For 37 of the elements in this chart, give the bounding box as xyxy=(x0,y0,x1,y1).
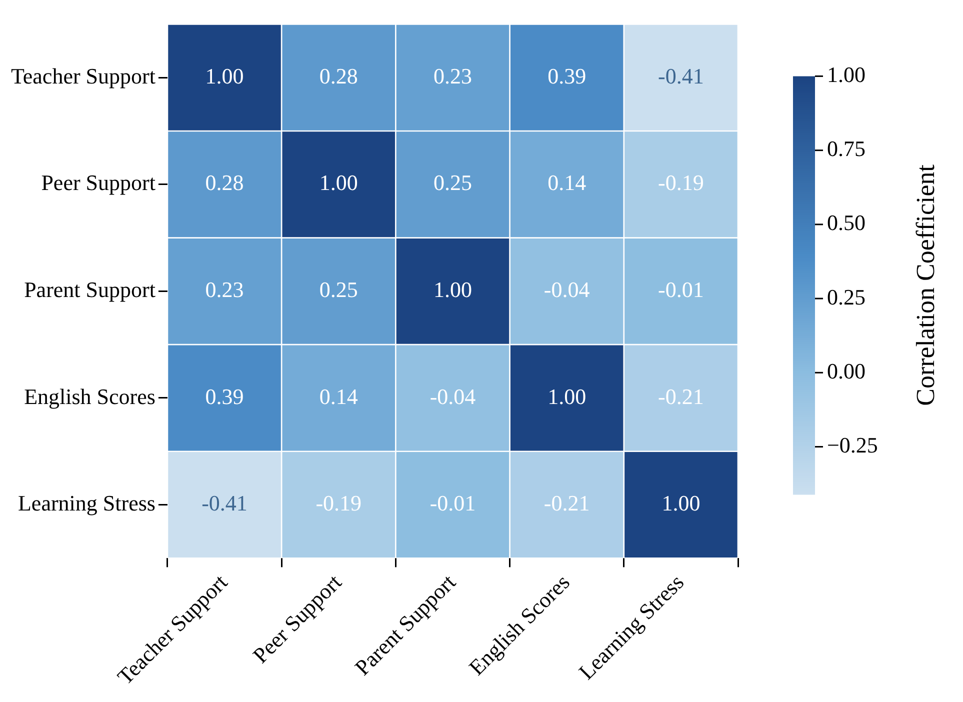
y-tick-label: Parent Support xyxy=(24,276,156,302)
data-label: 1.00 xyxy=(319,170,358,196)
data-label: -0.01 xyxy=(658,276,704,302)
data-label: 0.28 xyxy=(205,170,244,196)
data-label: -0.01 xyxy=(430,490,476,516)
color-bar-title: Correlation Coefficient xyxy=(910,164,940,406)
data-label: 0.39 xyxy=(548,63,586,88)
data-label: -0.04 xyxy=(430,384,476,409)
data-label: 0.25 xyxy=(433,170,472,196)
color-bar-label: 0.25 xyxy=(827,284,866,310)
data-label: 0.23 xyxy=(205,276,244,302)
data-label: -0.41 xyxy=(658,63,704,88)
data-label: 1.00 xyxy=(548,384,586,409)
data-label: 1.00 xyxy=(433,276,472,302)
data-label: 0.25 xyxy=(319,276,358,302)
data-label: 0.28 xyxy=(319,63,358,88)
data-label: 0.14 xyxy=(548,170,586,196)
data-label: 1.00 xyxy=(205,63,244,88)
y-tick-label: English Scores xyxy=(24,384,156,409)
data-label: 1.00 xyxy=(662,490,700,516)
data-label: -0.21 xyxy=(544,490,590,516)
y-tick-label: Teacher Support xyxy=(10,63,156,88)
data-label: 0.39 xyxy=(205,384,244,409)
data-label: -0.41 xyxy=(202,490,248,516)
color-bar-label: 0.00 xyxy=(827,358,866,384)
data-label: -0.19 xyxy=(658,170,704,196)
data-label: 0.14 xyxy=(319,384,358,409)
data-label: -0.04 xyxy=(544,276,590,302)
data-label: -0.21 xyxy=(658,384,704,409)
color-bar-label: 0.75 xyxy=(827,136,866,162)
data-label: 0.23 xyxy=(433,63,472,88)
color-bar-label: 1.00 xyxy=(827,62,866,87)
color-bar-label: 0.50 xyxy=(827,210,866,236)
y-tick-label: Peer Support xyxy=(41,170,156,196)
data-label: -0.19 xyxy=(316,490,362,516)
color-bar-label: −0.25 xyxy=(827,432,878,458)
y-tick-label: Learning Stress xyxy=(18,490,156,516)
